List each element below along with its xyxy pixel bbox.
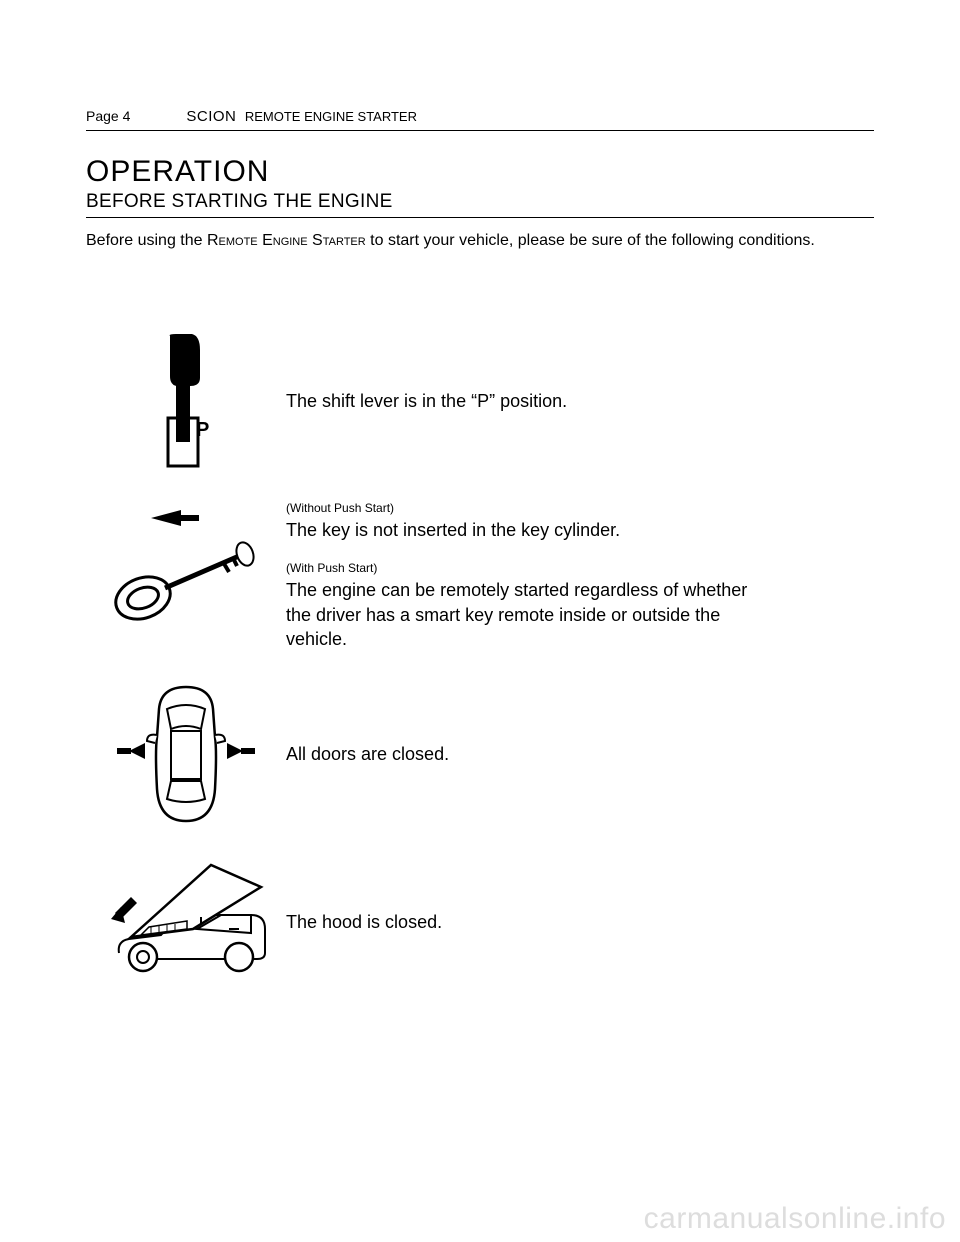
intro-paragraph: Before using the Remote Engine Starter t… [86, 230, 874, 252]
hood-closed-icon [86, 857, 286, 987]
key-icon [86, 500, 286, 630]
page-container: Page 4 SCION REMOTE ENGINE STARTER OPERA… [0, 0, 960, 987]
condition-row: The hood is closed. [86, 857, 874, 987]
doors-closed-icon [86, 679, 286, 829]
condition-text: All doors are closed. [286, 742, 449, 766]
condition-row: All doors are closed. [86, 679, 874, 829]
brand-subtitle: REMOTE ENGINE STARTER [245, 109, 417, 124]
note-label: (With Push Start) [286, 560, 756, 576]
watermark: carmanualsonline.info [644, 1202, 946, 1236]
brand-block: SCION REMOTE ENGINE STARTER [186, 108, 417, 126]
page-number: Page 4 [86, 108, 130, 124]
svg-text:P: P [196, 419, 209, 441]
intro-prefix: Before using the [86, 232, 207, 249]
brand-name: SCION [186, 108, 236, 125]
condition-row: (Without Push Start) The key is not inse… [86, 500, 874, 652]
condition-text: (Without Push Start) The key is not inse… [286, 500, 756, 652]
condition-row: P The shift lever is in the “P” position… [86, 332, 874, 472]
section-title: OPERATION [86, 155, 874, 189]
intro-smallcaps: Remote Engine Starter [207, 232, 366, 249]
page-header: Page 4 SCION REMOTE ENGINE STARTER [86, 108, 874, 131]
section-subtitle: BEFORE STARTING THE ENGINE [86, 191, 874, 218]
condition-text: The hood is closed. [286, 910, 442, 934]
condition-line: The engine can be remotely started regar… [286, 578, 756, 651]
condition-line: The key is not inserted in the key cylin… [286, 518, 756, 542]
shift-lever-icon: P [86, 332, 286, 472]
condition-text: The shift lever is in the “P” position. [286, 389, 567, 413]
note-label: (Without Push Start) [286, 500, 756, 516]
intro-suffix: to start your vehicle, please be sure of… [366, 232, 815, 249]
